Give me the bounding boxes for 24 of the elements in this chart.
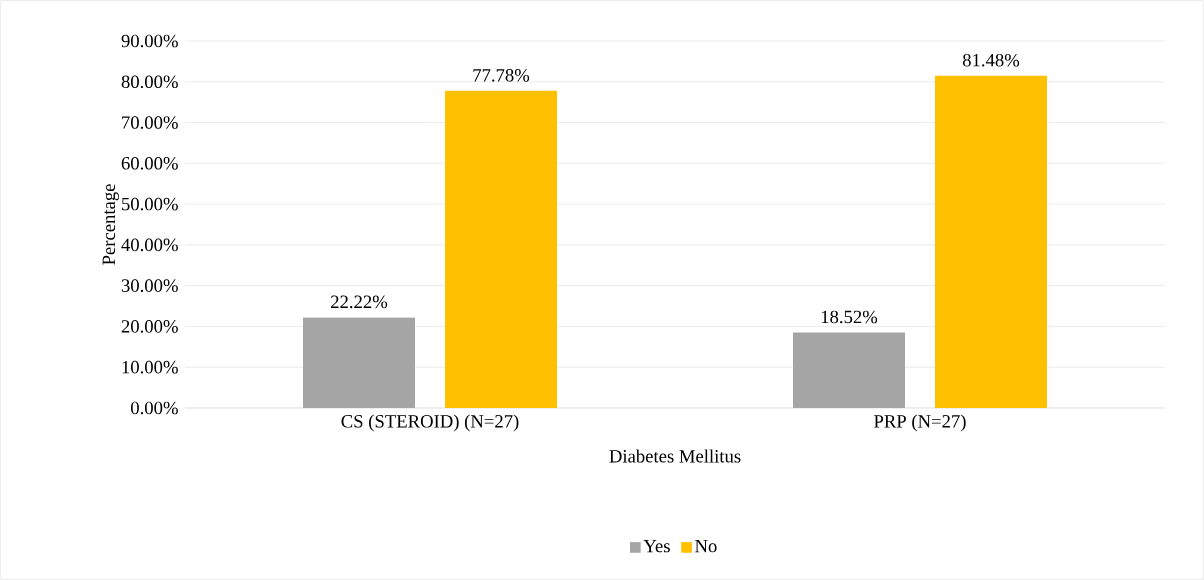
y-tick-label: 0.00% xyxy=(131,401,178,415)
legend-label: Yes xyxy=(643,539,670,553)
x-tick-label: PRP (N=27) xyxy=(874,414,966,432)
y-tick-label: 80.00% xyxy=(121,75,178,89)
y-tick-label: 90.00% xyxy=(121,34,178,48)
y-tick-label: 30.00% xyxy=(121,279,178,292)
y-tick-label: 70.00% xyxy=(122,116,178,129)
legend-label: No xyxy=(695,539,717,553)
bar xyxy=(303,317,415,408)
data-label: 81.48% xyxy=(962,53,1020,67)
y-tick-label: 10.00% xyxy=(122,360,178,374)
y-axis-title: Percentage xyxy=(102,184,119,265)
x-axis-title: Diabetes Mellitus xyxy=(609,449,741,463)
x-tick-label: CS (STEROID) (N=27) xyxy=(341,414,519,432)
data-label: 22.22% xyxy=(331,295,388,309)
bar xyxy=(793,332,905,408)
bar xyxy=(935,75,1047,408)
data-label: 77.78% xyxy=(473,68,530,82)
bar xyxy=(445,90,557,408)
data-label: 18.52% xyxy=(821,310,878,324)
y-tick-label: 60.00% xyxy=(121,156,178,170)
y-tick-label: 50.00% xyxy=(122,197,178,211)
y-tick-label: 20.00% xyxy=(121,320,178,333)
y-tick-label: 40.00% xyxy=(121,238,178,252)
